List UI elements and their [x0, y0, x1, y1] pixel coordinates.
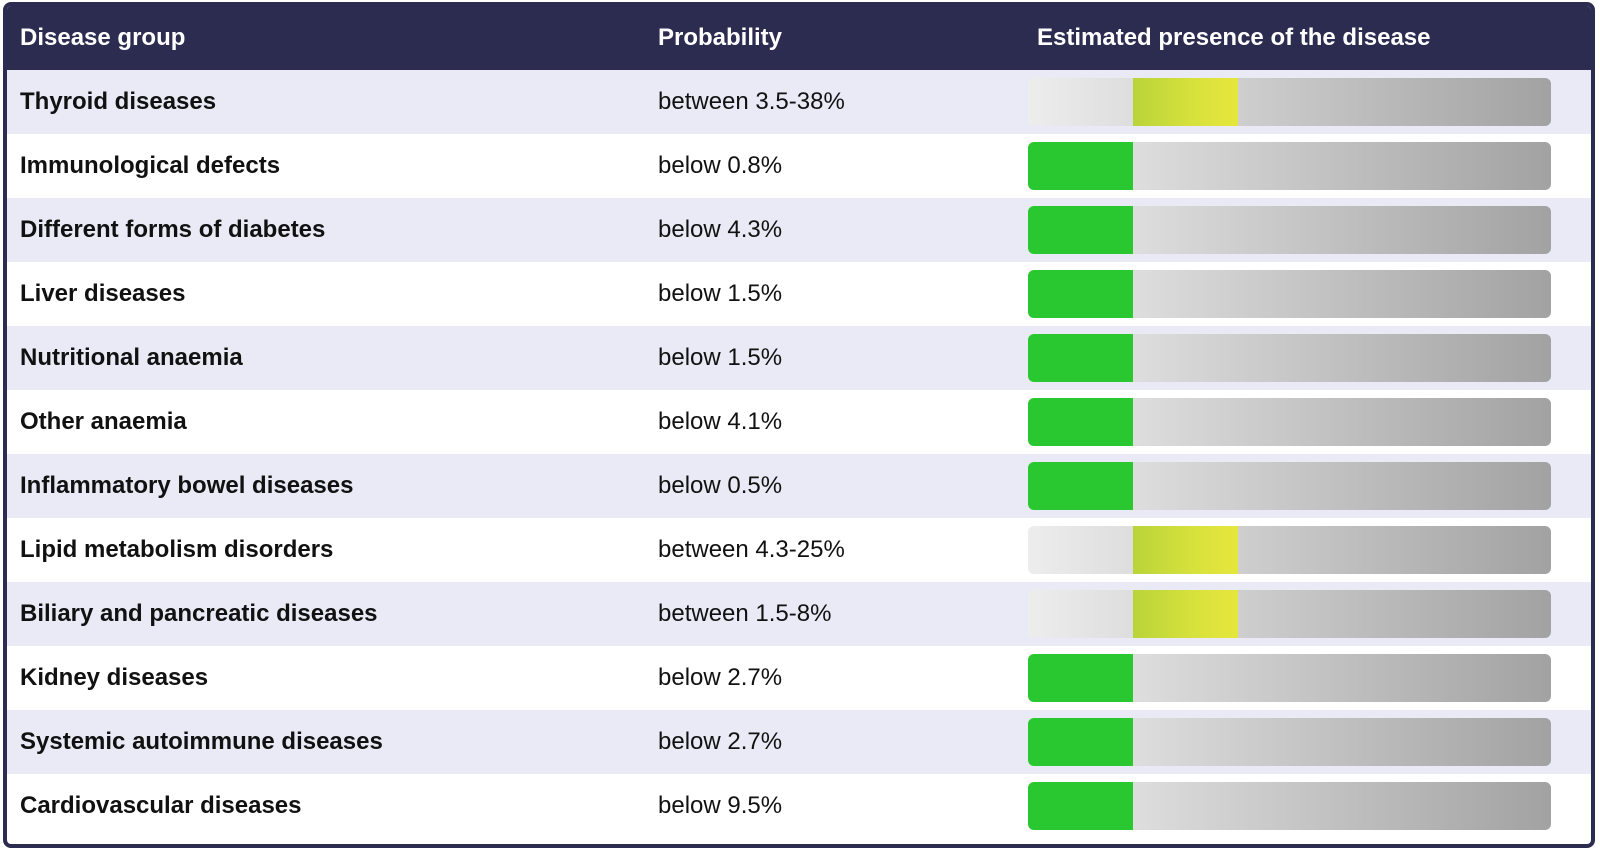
- presence-bar: [1028, 334, 1551, 382]
- table-row: Lipid metabolism disorders between 4.3-25…: [7, 518, 1591, 582]
- table-row: Liver diseases below 1.5%: [7, 262, 1591, 326]
- disease-group-cell: Biliary and pancreatic diseases: [20, 600, 378, 627]
- presence-cell: [1023, 654, 1591, 702]
- table-row: Different forms of diabetes below 4.3%: [7, 198, 1591, 262]
- presence-bar: [1028, 590, 1551, 638]
- probability-cell: below 4.3%: [658, 216, 783, 243]
- probability-cell: between 3.5-38%: [658, 88, 845, 115]
- disease-group-cell: Thyroid diseases: [20, 88, 217, 115]
- presence-cell: [1023, 398, 1591, 446]
- disease-group-cell: Systemic autoimmune diseases: [20, 728, 383, 755]
- disease-group-cell: Immunological defects: [20, 152, 281, 179]
- presence-indicator-moderate: [1133, 590, 1238, 638]
- disease-group-cell: Nutritional anaemia: [20, 344, 243, 371]
- disease-group-cell: Other anaemia: [20, 408, 187, 435]
- table-row: Nutritional anaemia below 1.5%: [7, 326, 1591, 390]
- presence-bar: [1028, 782, 1551, 830]
- presence-cell: [1023, 206, 1591, 254]
- table-body: Thyroid diseases between 3.5-38% Immunolog…: [7, 70, 1591, 838]
- presence-indicator-low: [1028, 270, 1133, 318]
- table-row: Kidney diseases below 2.7%: [7, 646, 1591, 710]
- disease-group-cell: Cardiovascular diseases: [20, 792, 302, 819]
- disease-group-cell: Liver diseases: [20, 280, 186, 307]
- probability-cell: between 1.5-8%: [658, 600, 832, 627]
- presence-indicator-low: [1028, 206, 1133, 254]
- probability-cell: below 0.5%: [658, 472, 783, 499]
- presence-bar: [1028, 462, 1551, 510]
- presence-bar: [1028, 142, 1551, 190]
- presence-cell: [1023, 590, 1591, 638]
- probability-cell: below 1.5%: [658, 344, 783, 371]
- probability-cell: below 9.5%: [658, 792, 783, 819]
- table-row: Cardiovascular diseases below 9.5%: [7, 774, 1591, 838]
- disease-group-cell: Kidney diseases: [20, 664, 209, 691]
- presence-bar: [1028, 526, 1551, 574]
- presence-indicator-moderate: [1133, 526, 1238, 574]
- table-row: Other anaemia below 4.1%: [7, 390, 1591, 454]
- disease-group-cell: Lipid metabolism disorders: [20, 536, 334, 563]
- presence-bar: [1028, 206, 1551, 254]
- presence-bar: [1028, 78, 1551, 126]
- presence-indicator-low: [1028, 718, 1133, 766]
- probability-cell: below 4.1%: [658, 408, 783, 435]
- presence-cell: [1023, 526, 1591, 574]
- presence-cell: [1023, 462, 1591, 510]
- header-probability: Probability: [658, 24, 783, 51]
- presence-indicator-low: [1028, 398, 1133, 446]
- presence-bar: [1028, 654, 1551, 702]
- presence-bar: [1028, 270, 1551, 318]
- probability-cell: below 2.7%: [658, 728, 783, 755]
- presence-cell: [1023, 782, 1591, 830]
- presence-indicator-low: [1028, 334, 1133, 382]
- table-row: Biliary and pancreatic diseases between 1…: [7, 582, 1591, 646]
- probability-cell: below 2.7%: [658, 664, 783, 691]
- presence-bar: [1028, 398, 1551, 446]
- header-disease-group: Disease group: [20, 24, 186, 51]
- presence-indicator-low: [1028, 782, 1133, 830]
- presence-cell: [1023, 334, 1591, 382]
- presence-cell: [1023, 78, 1591, 126]
- presence-indicator-moderate: [1133, 78, 1238, 126]
- table-row: Systemic autoimmune diseases below 2.7%: [7, 710, 1591, 774]
- disease-table: Disease group Probability Estimated pres…: [3, 2, 1595, 848]
- presence-indicator-low: [1028, 654, 1133, 702]
- disease-group-cell: Inflammatory bowel diseases: [20, 472, 354, 499]
- table-row: Immunological defects below 0.8%: [7, 134, 1591, 198]
- presence-indicator-low: [1028, 462, 1133, 510]
- header-estimated-presence: Estimated presence of the disease: [1037, 24, 1431, 51]
- presence-bar: [1028, 718, 1551, 766]
- probability-cell: below 0.8%: [658, 152, 783, 179]
- table-header: Disease group Probability Estimated pres…: [7, 6, 1591, 70]
- presence-cell: [1023, 718, 1591, 766]
- presence-indicator-low: [1028, 142, 1133, 190]
- probability-cell: between 4.3-25%: [658, 536, 845, 563]
- table-row: Inflammatory bowel diseases below 0.5%: [7, 454, 1591, 518]
- presence-cell: [1023, 142, 1591, 190]
- disease-group-cell: Different forms of diabetes: [20, 216, 326, 243]
- table-row: Thyroid diseases between 3.5-38%: [7, 70, 1591, 134]
- presence-cell: [1023, 270, 1591, 318]
- probability-cell: below 1.5%: [658, 280, 783, 307]
